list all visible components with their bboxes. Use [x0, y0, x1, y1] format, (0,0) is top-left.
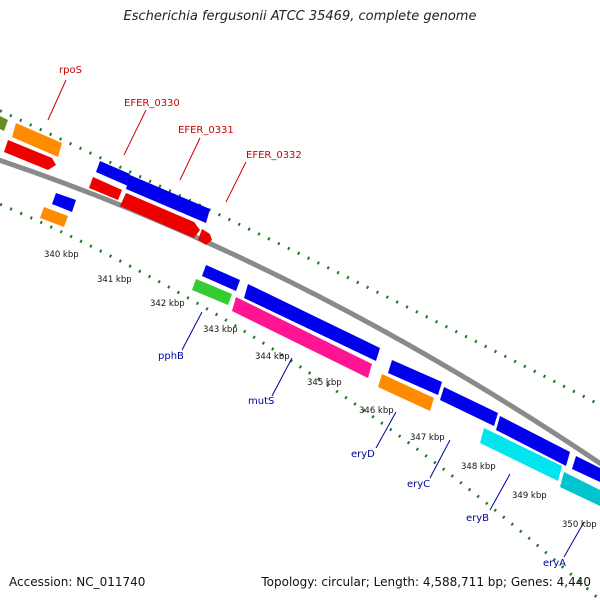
- gene-eryA-teal: [560, 472, 600, 506]
- accession-label: Accession: NC_011740: [9, 575, 146, 589]
- label-EFER_0330: EFER_0330: [124, 98, 180, 109]
- kbp-label: 342 kbp: [150, 299, 185, 309]
- kbp-label: 341 kbp: [97, 275, 132, 285]
- genome-backbone: [0, 157, 600, 467]
- gene-blue-350: [572, 456, 600, 482]
- gene-EFER_0332-red: [198, 229, 212, 245]
- label-EFER_0332: EFER_0332: [246, 150, 302, 161]
- label-eryC: eryC: [407, 479, 430, 490]
- gene-blue-348: [440, 387, 498, 426]
- leader-eryC: [429, 439, 451, 479]
- kbp-label: 348 kbp: [461, 462, 496, 472]
- leader-rpoS: [47, 79, 67, 121]
- kbp-label: 343 kbp: [203, 325, 238, 335]
- gene-mutS-magenta: [232, 297, 372, 378]
- gene-EFER_0330-red: [89, 177, 122, 200]
- kbp-label: 345 kbp: [307, 378, 342, 388]
- gene-blue-349: [496, 416, 570, 466]
- kbp-label: 347 kbp: [410, 433, 445, 443]
- gene-pphB-green: [192, 279, 232, 305]
- gene-small-blue-left: [52, 193, 76, 212]
- gene-blue-346: [388, 360, 442, 395]
- kbp-label: 349 kbp: [512, 491, 547, 501]
- gene-olive-arrow: [0, 116, 8, 131]
- kbp-label: 344 kbp: [255, 352, 290, 362]
- label-eryB: eryB: [466, 513, 489, 524]
- leader-pphB: [181, 311, 203, 351]
- leader-eryD: [375, 411, 397, 449]
- leader-EFER_0332: [225, 161, 247, 203]
- label-rpoS: rpoS: [59, 65, 82, 76]
- kbp-label: 346 kbp: [359, 406, 394, 416]
- gene-rpoS-red: [4, 140, 56, 170]
- gene-eryD-orange: [378, 374, 434, 411]
- inner-dotted-track: [0, 202, 600, 600]
- gene-eryB-cyan: [480, 428, 562, 481]
- label-mutS: mutS: [248, 396, 274, 407]
- genome-summary: Topology: circular; Length: 4,588,711 bp…: [261, 575, 591, 589]
- kbp-label: 350 kbp: [562, 520, 597, 530]
- gene-blue-343: [202, 265, 240, 291]
- gene-EFER_0331-red: [120, 193, 200, 238]
- label-pphB: pphB: [158, 351, 184, 362]
- label-eryA: eryA: [543, 558, 566, 569]
- gene-EFER_0331-blue: [126, 175, 210, 223]
- kbp-label: 340 kbp: [44, 250, 79, 260]
- gene-EFER_0330-blue: [96, 161, 130, 186]
- leader-eryB: [489, 473, 511, 511]
- leader-mutS: [271, 357, 293, 397]
- gene-small-orange-left: [40, 207, 68, 227]
- label-EFER_0331: EFER_0331: [178, 125, 234, 136]
- gene-rpoS-orange: [12, 123, 62, 157]
- leader-EFER_0331: [179, 137, 201, 181]
- leader-eryA: [563, 521, 585, 558]
- label-eryD: eryD: [351, 449, 375, 460]
- map-title: Escherichia fergusonii ATCC 35469, compl…: [123, 9, 477, 24]
- leader-EFER_0330: [123, 109, 147, 156]
- gene-blue-long-mutS: [244, 284, 380, 361]
